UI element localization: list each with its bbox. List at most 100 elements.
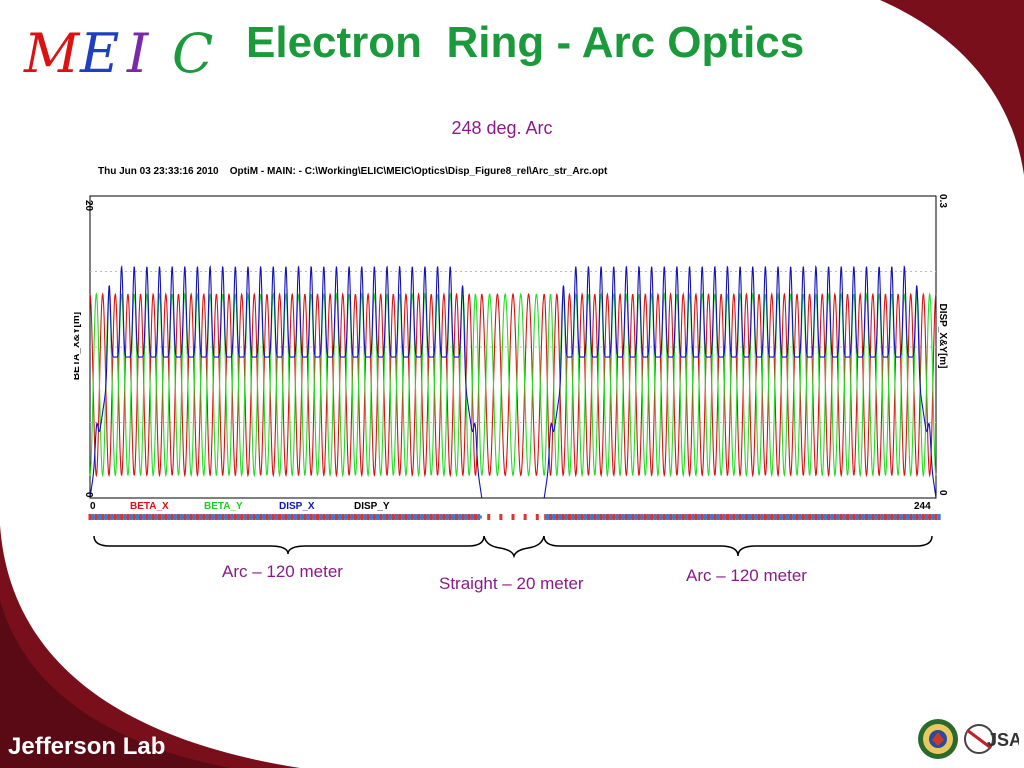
- lattice-magnet: [656, 514, 660, 520]
- lattice-quad: [849, 514, 853, 520]
- lattice-straight-quad: [535, 514, 539, 520]
- lattice-magnet: [145, 514, 149, 520]
- lattice-quad: [445, 514, 449, 520]
- lattice-quad: [129, 514, 133, 520]
- lattice-quad: [300, 514, 304, 520]
- series-beta-y: [89, 291, 937, 478]
- lattice-magnet: [176, 514, 180, 520]
- lattice-magnet: [605, 514, 609, 520]
- lattice-quad: [142, 514, 146, 520]
- lattice-quad: [855, 514, 859, 520]
- x-tick-end: 244: [914, 501, 931, 512]
- lattice-quad: [785, 514, 789, 520]
- lattice-magnet: [776, 514, 780, 520]
- lattice-magnet: [877, 514, 881, 520]
- legend-disp-y: DISP_Y: [354, 501, 390, 512]
- lattice-magnet: [417, 514, 421, 520]
- lattice-magnet: [473, 514, 477, 520]
- lattice-quad: [564, 514, 568, 520]
- lattice-quad: [97, 514, 101, 520]
- lattice-quad: [173, 514, 177, 520]
- lattice-quad: [319, 514, 323, 520]
- lattice-magnet: [770, 514, 774, 520]
- lattice-magnet: [814, 514, 818, 520]
- lattice-magnet: [808, 514, 812, 520]
- lattice-quad: [836, 514, 840, 520]
- lattice-magnet: [290, 514, 294, 520]
- lattice-magnet: [360, 514, 364, 520]
- lattice-magnet: [801, 514, 805, 520]
- lattice-magnet: [132, 514, 136, 520]
- lattice-quad: [621, 514, 625, 520]
- svg-text:C: C: [172, 22, 213, 82]
- lattice-magnet: [113, 514, 117, 520]
- lattice-quad: [931, 514, 935, 520]
- lattice-quad: [691, 514, 695, 520]
- lattice-magnet: [593, 514, 597, 520]
- lattice-magnet: [372, 514, 376, 520]
- lattice-quad: [376, 514, 380, 520]
- lattice-quad: [640, 514, 644, 520]
- lattice-quad: [281, 514, 285, 520]
- segment-braces: [93, 535, 933, 559]
- lattice-magnet: [233, 514, 237, 520]
- lattice-quad: [918, 514, 922, 520]
- lattice-magnet: [928, 514, 932, 520]
- lattice-magnet: [725, 514, 729, 520]
- lattice-quad: [545, 514, 549, 520]
- lattice-quad: [116, 514, 120, 520]
- meic-logo: M E I C: [23, 22, 213, 82]
- lattice-magnet: [322, 514, 326, 520]
- y-tick-left-top: 20: [83, 200, 94, 212]
- lattice-straight-quad: [523, 514, 527, 520]
- lattice-quad: [925, 514, 929, 520]
- lattice-magnet: [297, 514, 301, 520]
- lattice-quad: [899, 514, 903, 520]
- lattice-quad: [287, 514, 291, 520]
- lattice-magnet: [208, 514, 212, 520]
- lattice-quad: [218, 514, 222, 520]
- lattice-quad: [571, 514, 575, 520]
- label-straight: Straight – 20 meter: [439, 574, 584, 593]
- lattice-magnet: [586, 514, 590, 520]
- lattice-quad: [760, 514, 764, 520]
- lattice-magnet: [259, 514, 263, 520]
- lattice-magnet: [423, 514, 427, 520]
- lattice-magnet: [618, 514, 622, 520]
- lattice-quad: [363, 514, 367, 520]
- lattice-quad: [912, 514, 916, 520]
- legend-beta-x: BETA_X: [130, 501, 169, 512]
- lattice-magnet: [820, 514, 824, 520]
- lattice-magnet: [864, 514, 868, 520]
- lattice-quad: [407, 514, 411, 520]
- lattice-magnet: [795, 514, 799, 520]
- doe-seal-icon: [918, 719, 958, 759]
- lattice-quad: [558, 514, 562, 520]
- lattice-magnet: [195, 514, 199, 520]
- lattice-straight-quad: [499, 514, 503, 520]
- y-tick-left-bottom: 0: [83, 492, 94, 498]
- lattice-magnet: [890, 514, 894, 520]
- brace-arc-left: [93, 535, 485, 555]
- lattice-quad: [703, 514, 707, 520]
- lattice-quad: [893, 514, 897, 520]
- lattice-magnet: [833, 514, 837, 520]
- lattice-quad: [817, 514, 821, 520]
- lattice-magnet: [688, 514, 692, 520]
- lattice-quad: [628, 514, 632, 520]
- lattice-quad: [874, 514, 878, 520]
- lattice-magnet: [751, 514, 755, 520]
- lattice-magnet: [334, 514, 338, 520]
- lattice-quad: [842, 514, 846, 520]
- label-arc-left: Arc – 120 meter: [222, 562, 343, 581]
- lattice-magnet: [385, 514, 389, 520]
- lattice-quad: [672, 514, 676, 520]
- lattice-quad: [262, 514, 266, 520]
- chart-subtitle: 248 deg. Arc: [451, 118, 553, 138]
- lattice-quad: [477, 514, 481, 520]
- lattice-quad: [401, 514, 405, 520]
- lattice-magnet: [183, 514, 187, 520]
- lattice-magnet: [107, 514, 111, 520]
- lattice-quad: [382, 514, 386, 520]
